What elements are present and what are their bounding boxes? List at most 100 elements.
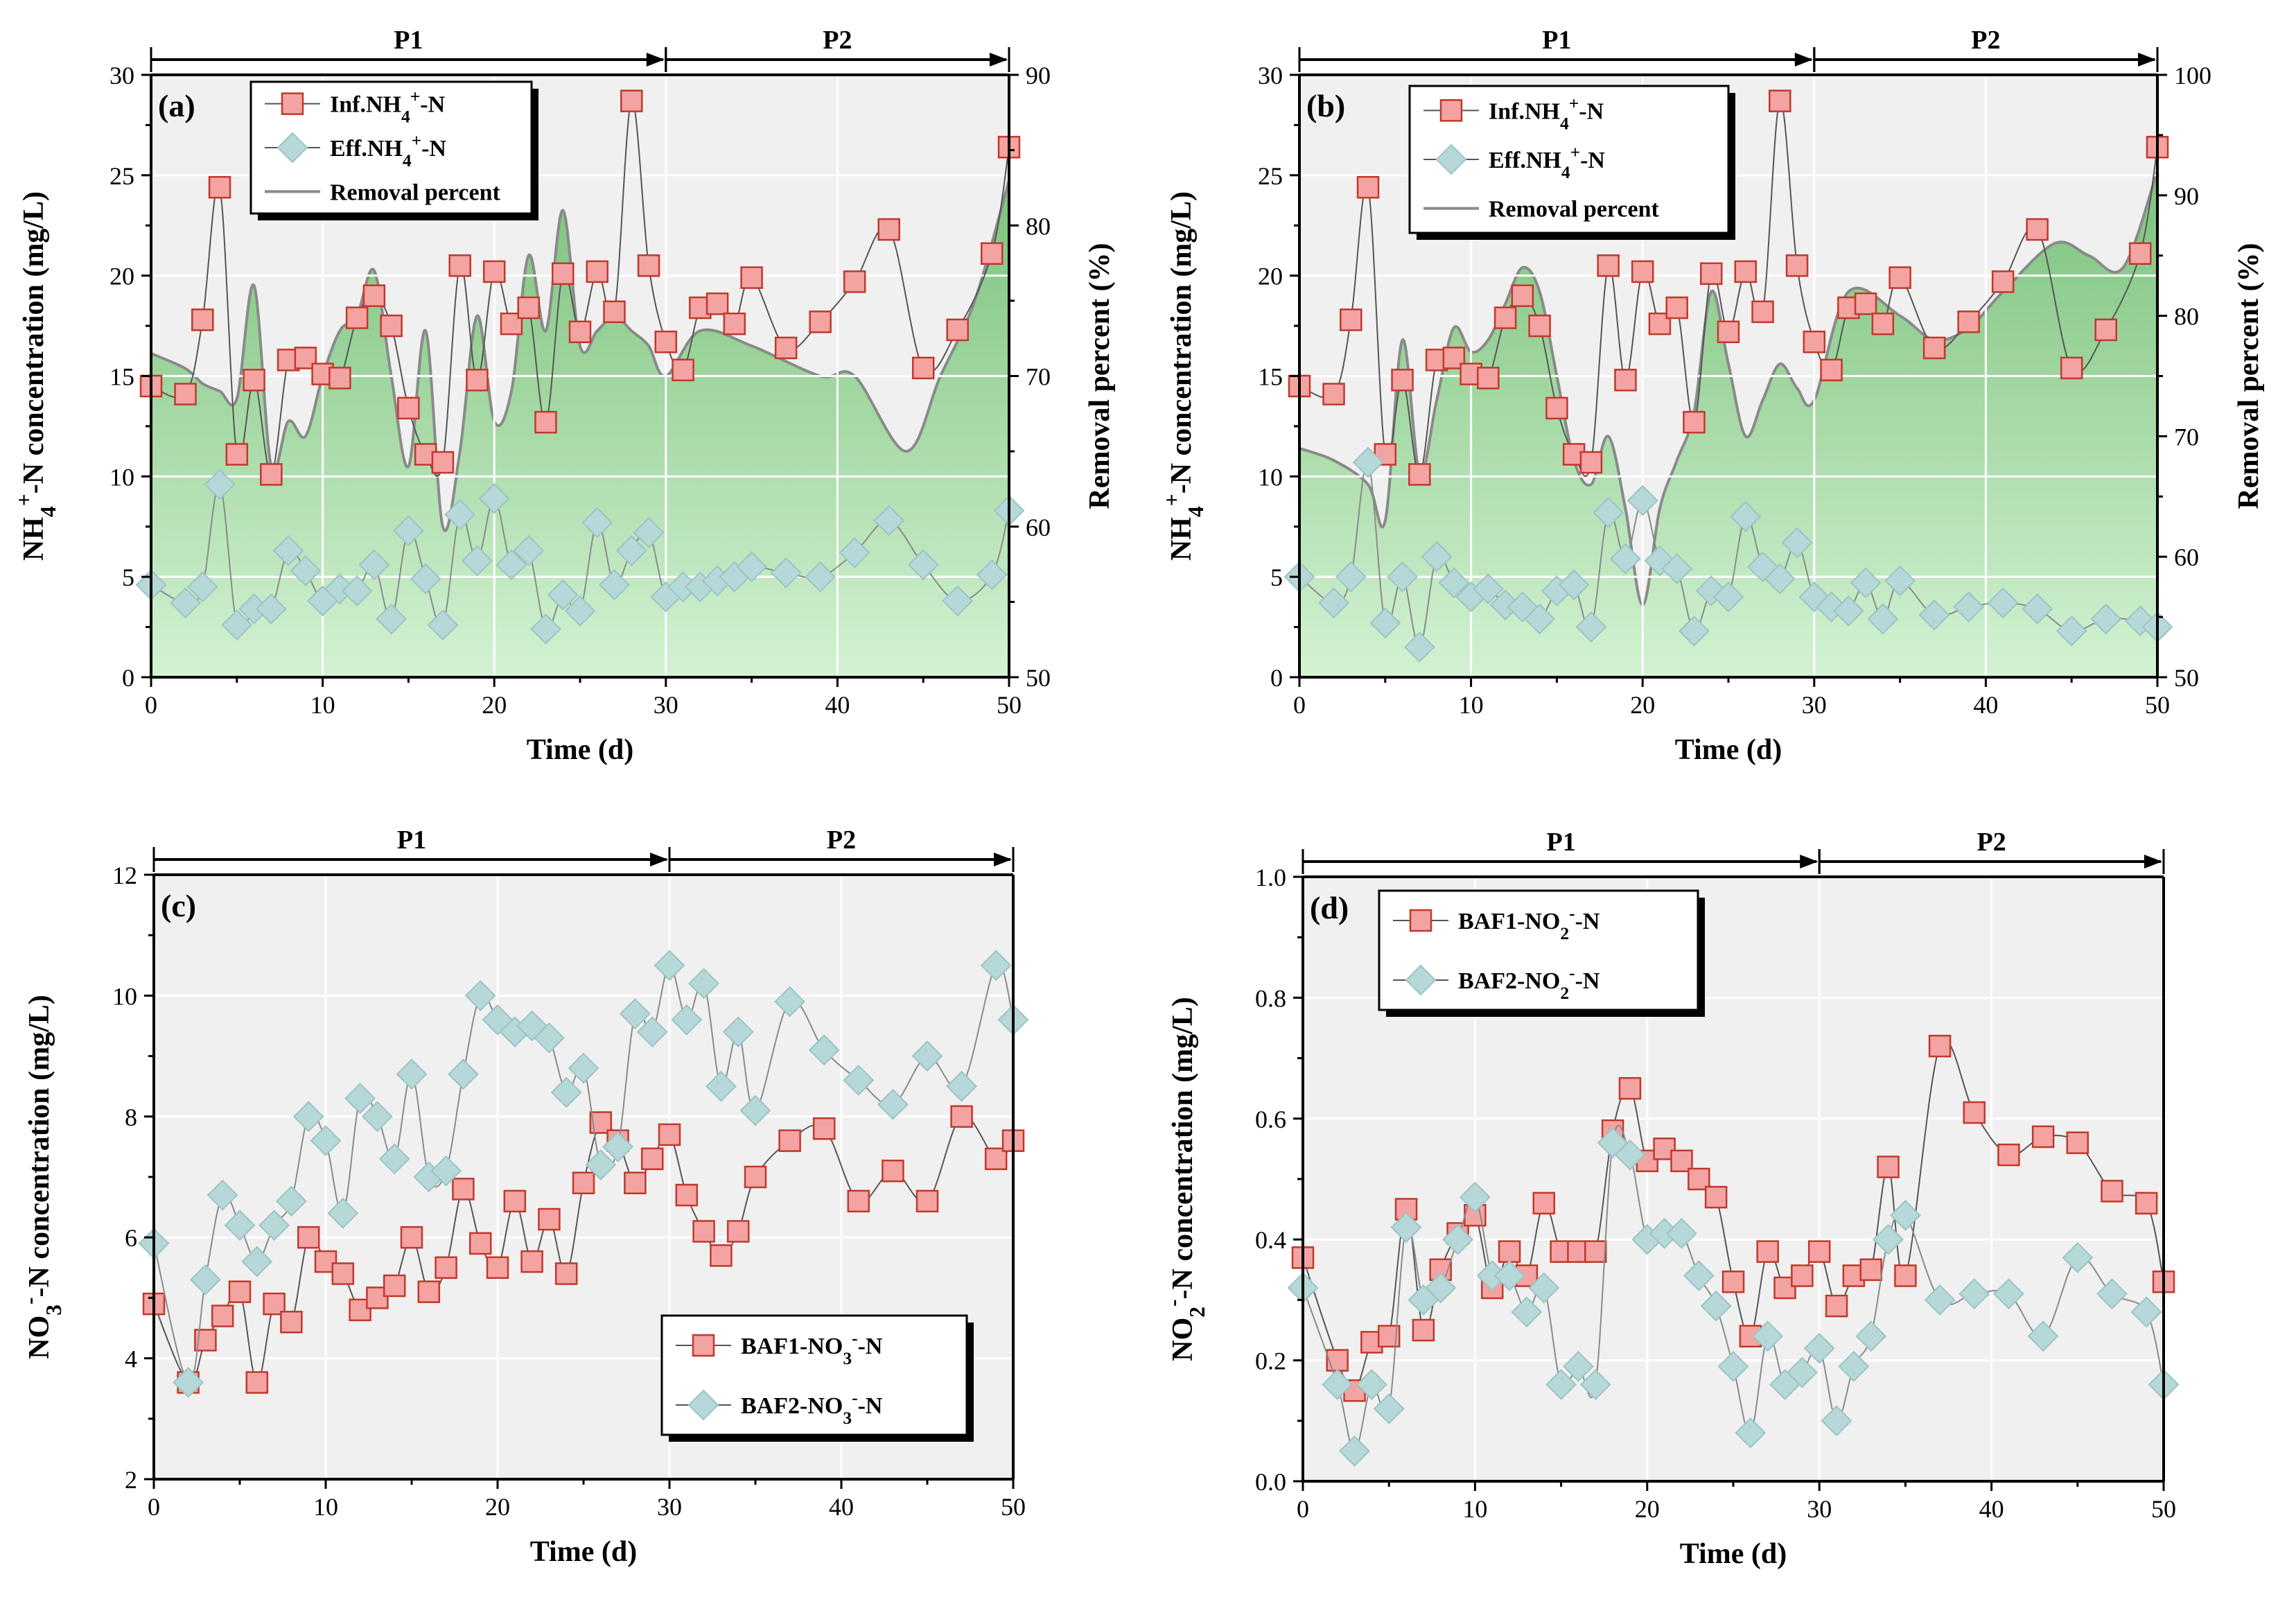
y-tick-label: 6 xyxy=(125,1224,137,1252)
data-point-square xyxy=(1584,1240,1607,1263)
data-point-diamond xyxy=(1528,1272,1560,1304)
data-point-diamond xyxy=(392,515,424,546)
data-point-square xyxy=(211,1304,234,1327)
data-point-diamond xyxy=(1666,1218,1697,1249)
data-point-diamond xyxy=(739,1094,771,1126)
data-point-diamond xyxy=(2022,593,2053,625)
data-point-diamond xyxy=(873,505,905,536)
data-point-diamond xyxy=(736,551,768,583)
phase-p1: P1 xyxy=(1302,828,1821,874)
data-point-square xyxy=(706,292,729,315)
data-point-diamond xyxy=(1356,1369,1387,1400)
data-point-square xyxy=(1394,1198,1418,1221)
data-point-square xyxy=(1717,320,1740,344)
data-point-square xyxy=(1803,331,1826,354)
data-point-diamond xyxy=(976,559,1008,591)
data-point-square xyxy=(744,1165,767,1189)
legend-label: Inf.NH4+-N xyxy=(330,86,446,126)
data-point-diamond xyxy=(839,536,870,568)
legend-label: BAF1-NO3--N xyxy=(741,1328,883,1368)
x-tick-label: 50 xyxy=(2151,1495,2176,1523)
data-point-square xyxy=(586,260,609,283)
data-point-diamond xyxy=(1855,1320,1887,1352)
data-point-diamond xyxy=(1627,485,1658,516)
panel-label: (b) xyxy=(1306,88,1345,123)
x-tick-label: 30 xyxy=(654,691,678,719)
data-point-diamond xyxy=(688,968,720,1000)
phase-label: P2 xyxy=(1977,828,2006,857)
y-tick-label: 1.0 xyxy=(1255,864,1286,891)
data-point-square xyxy=(174,383,197,405)
data-point-diamond xyxy=(564,595,596,627)
legend-marker-square xyxy=(1439,99,1463,122)
data-point-square xyxy=(245,1371,269,1394)
panel-d: 0 10 20 30 40 50 0.0 0.2 0.4 0.6 0.8 1.0 Time (d) NO2… xyxy=(1161,828,2180,1570)
x-tick-label: 10 xyxy=(1459,691,1484,719)
y-tick-label: 12 xyxy=(112,862,137,889)
data-point-diamond xyxy=(376,603,408,635)
data-point-diamond xyxy=(1558,569,1590,601)
data-point-square xyxy=(1579,451,1603,474)
data-point-square xyxy=(1825,1294,1848,1318)
y-tick-label: 25 xyxy=(109,162,134,190)
data-point-square xyxy=(228,1280,252,1303)
data-point-diamond xyxy=(2027,1320,2059,1352)
panel-a: 0 10 20 30 40 50 0 5 10 15 20 25 30 50 60 70 80 90 Removal… xyxy=(12,26,1116,766)
data-point-square xyxy=(417,1280,441,1303)
data-point-diamond xyxy=(310,1125,342,1157)
y-tick-label: 0.8 xyxy=(1255,984,1286,1012)
y2-tick-label: 60 xyxy=(1026,514,1051,541)
data-point-square xyxy=(740,266,763,289)
data-point-square xyxy=(843,270,866,293)
removal-percent-line xyxy=(150,180,1010,532)
data-point-square xyxy=(468,1232,492,1255)
data-point-square xyxy=(915,1189,939,1213)
data-point-square xyxy=(452,1178,475,1201)
phase-label: P2 xyxy=(823,26,852,55)
legend-label: Inf.NH4+-N xyxy=(1489,93,1604,133)
panel-b: 0 10 20 30 40 50 0 5 10 15 20 25 30 50 60 70 80 90 100 Remo… xyxy=(1159,26,2266,766)
data-point-diamond xyxy=(1661,553,1693,584)
data-point-diamond xyxy=(1507,591,1539,623)
x-tick-label: 20 xyxy=(1630,691,1655,719)
y-axis-label: NH4+-N concentration (mg/L) xyxy=(1159,191,1208,561)
data-point-diamond xyxy=(447,1058,479,1090)
data-point-diamond xyxy=(602,1131,634,1162)
data-point-square xyxy=(726,1220,750,1243)
data-point-diamond xyxy=(2062,1241,2094,1273)
legend-label: Removal percent xyxy=(330,180,500,205)
data-point-diamond xyxy=(1387,561,1418,593)
data-point-square xyxy=(911,356,935,380)
data-point-square xyxy=(882,1160,904,1183)
data-point-square xyxy=(517,296,540,320)
legend-marker-square xyxy=(692,1334,715,1357)
x-tick-label: 10 xyxy=(1462,1495,1487,1523)
data-point-diamond xyxy=(1421,541,1453,573)
data-point-square xyxy=(572,1171,595,1194)
data-point-diamond xyxy=(1373,1393,1405,1424)
data-point-square xyxy=(1991,270,2015,293)
data-point-diamond xyxy=(427,609,459,641)
data-point-square xyxy=(1356,175,1380,199)
phase-arrow-head xyxy=(2138,53,2156,67)
data-point-square xyxy=(2026,218,2049,241)
data-point-diamond xyxy=(189,1264,221,1295)
data-point-diamond xyxy=(1579,1369,1611,1400)
data-point-square xyxy=(723,312,746,335)
data-point-square xyxy=(2060,356,2083,380)
data-point-square xyxy=(431,451,455,474)
data-point-diamond xyxy=(911,1040,943,1072)
data-point-square xyxy=(568,320,592,344)
data-point-diamond xyxy=(907,549,939,581)
phase-label: P1 xyxy=(1546,828,1575,857)
data-point-square xyxy=(534,410,557,434)
y-tick-label: 10 xyxy=(112,982,137,1010)
y-tick-label: 5 xyxy=(122,564,134,591)
data-point-square xyxy=(1888,266,1911,289)
legend-marker-square xyxy=(1409,909,1432,932)
data-point-diamond xyxy=(464,979,496,1011)
data-point-diamond xyxy=(1712,581,1744,613)
data-point-square xyxy=(2066,1131,2089,1154)
legend-label: Eff.NH4+-N xyxy=(1489,142,1605,182)
